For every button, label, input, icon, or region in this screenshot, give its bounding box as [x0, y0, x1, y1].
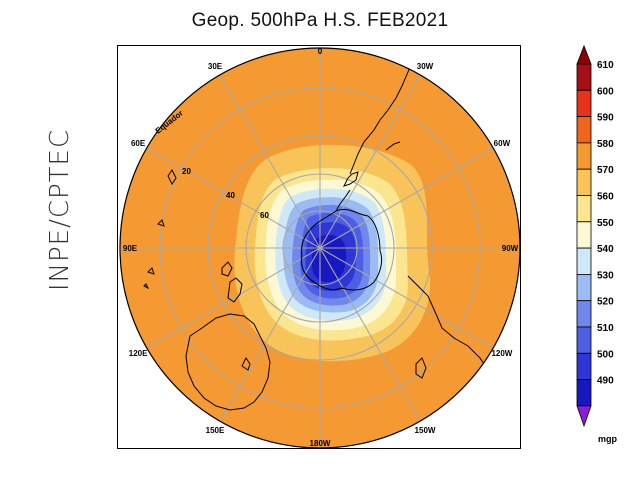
colorbar-label-570: 570 — [597, 165, 614, 176]
colorbar-box-7 — [576, 247, 592, 275]
longitude-label-0: 0 — [318, 47, 323, 56]
latitude-label-20: 20 — [182, 167, 191, 176]
longitude-labels: 90W 60W 30W 0 30E 60E 90E 120E 150E 180W… — [123, 47, 519, 448]
longitude-label-180w: 180W — [310, 439, 331, 448]
latitude-label-60: 60 — [260, 211, 269, 220]
colorbar-label-520: 520 — [597, 297, 614, 308]
chart-title: Geop. 500hPa H.S. FEB2021 — [191, 10, 449, 31]
longitude-label-30w: 30W — [417, 62, 434, 71]
colorbar-label-500: 500 — [597, 349, 614, 360]
colorbar-label-610: 610 — [597, 60, 614, 71]
longitude-label-150w: 150W — [415, 426, 436, 435]
longitude-label-150e: 150E — [206, 426, 225, 435]
colorbar-lower-triangle — [576, 405, 592, 428]
longitude-label-90w: 90W — [502, 244, 519, 253]
meridian-60e — [146, 147, 321, 249]
colorbar-label-600: 600 — [597, 86, 614, 97]
longitude-label-120e: 120E — [129, 349, 148, 358]
new-zealand-north-coast — [221, 261, 233, 277]
meridian-150e — [219, 247, 321, 422]
madagascar-coast — [415, 357, 427, 379]
colorbar-label-490: 490 — [597, 376, 614, 387]
antarctica-coastline — [301, 208, 383, 291]
longitude-label-60e: 60E — [131, 139, 146, 148]
colorbar: 610 600 590 580 570 560 550 540 530 520 510 500 490 … — [565, 40, 640, 450]
latitude-label-40: 40 — [226, 191, 235, 200]
colorbar-label-510: 510 — [597, 323, 614, 334]
colorbar-box-8 — [576, 273, 592, 302]
patagonia-atlantic-coast — [385, 141, 401, 151]
colorbar-box-3 — [576, 142, 592, 170]
meridian-120w — [319, 247, 494, 349]
colorbar-unit: mgp — [598, 434, 618, 444]
antarctic-peninsula-coast — [335, 189, 351, 212]
colorbar-label-550: 550 — [597, 218, 614, 229]
meridian-30w — [319, 74, 421, 249]
tierra-del-fuego-coast — [343, 171, 359, 187]
colorbar-box-0 — [576, 63, 592, 91]
colorbar-box-6 — [576, 221, 592, 249]
colorbar-box-4 — [576, 168, 592, 196]
new-zealand-south-coast — [227, 277, 243, 303]
colorbar-graphic: 610600590580570560550540530520510500490 … — [576, 44, 618, 444]
polar-map: 90W 60W 30W 0 30E 60E 90E 120E 150E 180W… — [119, 47, 521, 449]
longitude-label-60w: 60W — [494, 139, 511, 148]
colorbar-label-540: 540 — [597, 244, 614, 255]
coastlines — [143, 48, 511, 448]
colorbar-box-11 — [576, 352, 592, 380]
map-boundary — [119, 47, 521, 449]
longitude-label-120w: 120W — [491, 349, 512, 358]
colorbar-box-9 — [576, 300, 592, 328]
meridian-120e — [146, 247, 321, 349]
institution-label: INPE/CPTEC — [45, 128, 75, 292]
meridian-60w — [319, 147, 494, 249]
tasmania-coast — [241, 357, 251, 371]
meridian-150w — [319, 247, 421, 422]
colorbar-box-5 — [576, 195, 592, 223]
longitude-label-30e: 30E — [208, 62, 223, 71]
longitude-label-90e: 90E — [123, 244, 138, 253]
colorbar-label-590: 590 — [597, 113, 614, 124]
colorbar-label-560: 560 — [597, 192, 614, 203]
colorbar-box-12 — [576, 379, 592, 407]
colorbar-label-580: 580 — [597, 139, 614, 150]
map-frame: 90W 60W 30W 0 30E 60E 90E 120E 150E 180W… — [117, 45, 521, 449]
colorbar-box-10 — [576, 326, 592, 354]
australia-coastline — [185, 313, 271, 411]
indonesia-coastline — [157, 405, 205, 448]
pacific-islands — [143, 169, 177, 290]
colorbar-upper-triangle — [576, 44, 592, 65]
meridian-30e — [219, 74, 321, 249]
colorbar-box-2 — [576, 116, 592, 144]
colorbar-box-1 — [576, 89, 592, 117]
colorbar-label-530: 530 — [597, 270, 614, 281]
graticule — [120, 48, 520, 448]
